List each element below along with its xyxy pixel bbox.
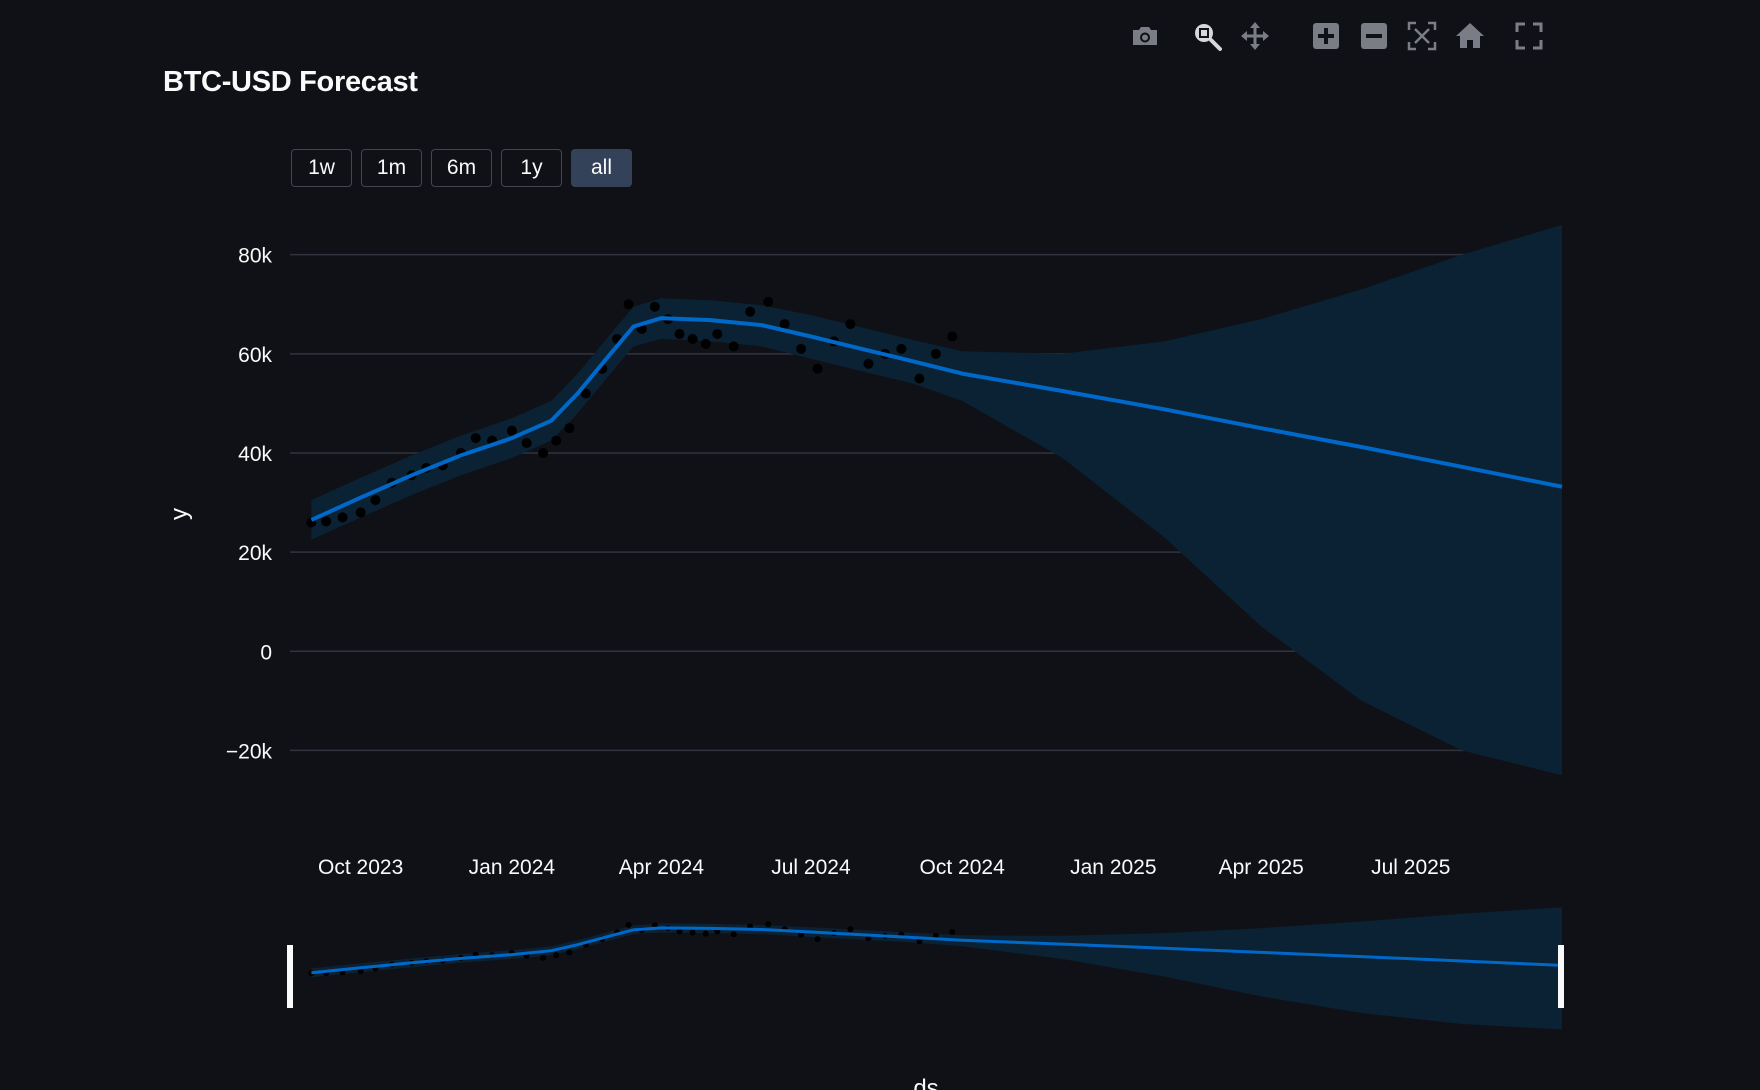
slider-line (311, 926, 1563, 975)
fullscreen-icon[interactable] (1509, 16, 1549, 56)
slider-point (730, 931, 737, 938)
observed-point[interactable] (337, 512, 348, 523)
y-tick-label: 80k (238, 245, 272, 268)
y-tick-label: 40k (238, 443, 272, 466)
observed-point[interactable] (564, 423, 575, 434)
x-tick-label: Jan 2024 (469, 856, 556, 879)
y-tick-label: 0 (260, 641, 272, 664)
observed-point[interactable] (779, 319, 790, 330)
observed-point[interactable] (947, 331, 958, 342)
range-button-all[interactable]: all (571, 149, 632, 187)
y-axis-title: y (166, 508, 193, 520)
slider-point (676, 928, 683, 935)
observed-point[interactable] (745, 306, 756, 317)
observed-point[interactable] (580, 388, 591, 399)
observed-point[interactable] (763, 296, 774, 307)
slider-point (689, 929, 696, 936)
slider-point (553, 952, 560, 959)
zoom-out-icon[interactable] (1354, 16, 1394, 56)
observed-point[interactable] (470, 433, 481, 444)
range-button-1m[interactable]: 1m (361, 149, 422, 187)
x-tick-label: Jan 2025 (1070, 856, 1156, 879)
uncertainty-band-area (311, 224, 1562, 776)
range-button-1w[interactable]: 1w (291, 149, 352, 187)
observed-point[interactable] (370, 495, 381, 506)
range-button-6m[interactable]: 6m (431, 149, 492, 187)
slider-point (702, 930, 709, 937)
x-tick-label: Jul 2024 (771, 856, 851, 879)
observed-point[interactable] (538, 447, 549, 458)
observed-point[interactable] (728, 341, 739, 352)
observed-point[interactable] (845, 319, 856, 330)
observed-points (306, 296, 958, 528)
x-tick-label: Oct 2023 (318, 856, 403, 879)
x-axis-title: ds (913, 1075, 938, 1090)
observed-point[interactable] (914, 373, 925, 384)
plot-modebar (1125, 16, 1555, 56)
observed-point[interactable] (623, 299, 634, 310)
slider-point (625, 921, 632, 928)
observed-point[interactable] (551, 435, 562, 446)
slider-point (949, 928, 956, 935)
slider-point (814, 936, 821, 943)
y-tick-label: −20k (226, 740, 273, 763)
slider-point (540, 954, 547, 961)
uncertainty-band (311, 224, 1562, 776)
x-tick-label: Oct 2024 (920, 856, 1006, 879)
observed-point[interactable] (930, 348, 941, 359)
y-axis-ticks: −20k 0 20k 40k 60k 80k (226, 245, 273, 764)
observed-point[interactable] (674, 328, 685, 339)
autoscale-icon[interactable] (1402, 16, 1442, 56)
slider-point (847, 926, 854, 933)
observed-point[interactable] (812, 363, 823, 374)
forecast-line-path[interactable] (310, 316, 1563, 522)
slider-band (311, 907, 1562, 1030)
observed-point[interactable] (796, 343, 807, 354)
observed-point[interactable] (687, 333, 698, 344)
observed-point[interactable] (700, 338, 711, 349)
x-tick-label: Jul 2025 (1371, 856, 1450, 879)
reset-axes-icon[interactable] (1450, 16, 1490, 56)
observed-point[interactable] (321, 516, 332, 527)
slider-handle-left[interactable] (287, 945, 293, 1008)
x-tick-label: Apr 2025 (1219, 856, 1304, 879)
slider-point (566, 949, 573, 956)
slider-point (916, 938, 923, 945)
observed-point[interactable] (712, 328, 723, 339)
observed-point[interactable] (521, 438, 532, 449)
x-axis-ticks: Oct 2023 Jan 2024 Apr 2024 Jul 2024 Oct 2024… (318, 856, 1450, 879)
chart-title: BTC-USD Forecast (163, 66, 418, 98)
slider-point (765, 921, 772, 928)
range-button-1y[interactable]: 1y (501, 149, 562, 187)
observed-point[interactable] (355, 507, 366, 518)
pan-icon[interactable] (1235, 16, 1275, 56)
observed-point[interactable] (896, 343, 907, 354)
forecast-line (310, 316, 1563, 522)
slider-point (798, 931, 805, 938)
observed-point[interactable] (863, 358, 874, 369)
zoom-in-icon[interactable] (1306, 16, 1346, 56)
slider-point (357, 968, 364, 975)
y-tick-label: 60k (238, 344, 272, 367)
y-tick-label: 20k (238, 542, 272, 565)
x-tick-label: Apr 2024 (619, 856, 705, 879)
observed-point[interactable] (506, 425, 517, 436)
zoom-icon[interactable] (1187, 16, 1227, 56)
camera-icon[interactable] (1125, 16, 1165, 56)
slider-handle-right[interactable] (1558, 945, 1564, 1008)
observed-point[interactable] (649, 301, 660, 312)
range-slider[interactable] (287, 907, 1564, 1030)
